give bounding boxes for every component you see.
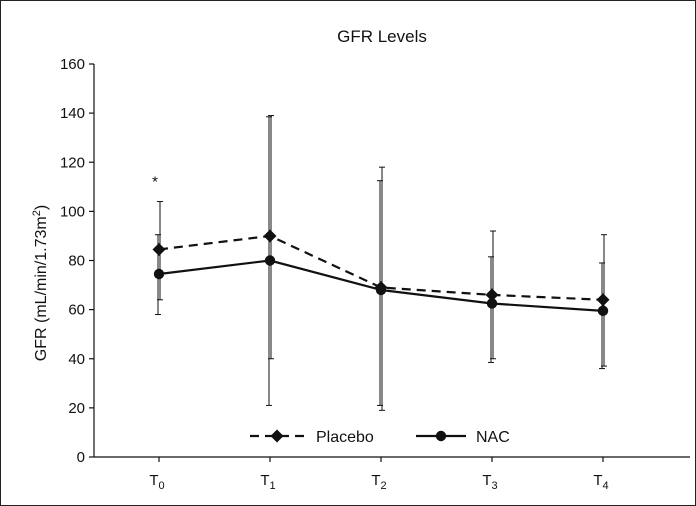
x-tick-label-base: T <box>149 472 158 489</box>
y-tick-label: 120 <box>60 154 85 171</box>
x-tick-label-base: T <box>593 472 602 489</box>
chart-title: GFR Levels <box>337 27 427 46</box>
series-line-placebo <box>158 234 604 301</box>
x-tick-label: T1 <box>260 472 275 492</box>
y-tick-label: 0 <box>77 449 85 466</box>
x-ticks: T0 T1 T2 T3 T4 <box>149 457 609 492</box>
legend-marker-nac <box>435 430 447 442</box>
legend-label-placebo: Placebo <box>316 429 374 446</box>
y-tick-label: 140 <box>60 105 85 122</box>
x-tick-label: T4 <box>593 472 608 492</box>
y-axis-label-superscript: 2 <box>31 210 43 216</box>
y-tick-label: 60 <box>68 302 85 319</box>
markers <box>152 229 610 317</box>
x-tick-label-subscript: 4 <box>603 480 609 492</box>
x-tick-label-subscript: 2 <box>381 480 387 492</box>
x-tick-label: T3 <box>482 472 497 492</box>
y-axis-label: GFR (mL/min/1.73m2) <box>31 205 50 361</box>
marker-placebo <box>263 229 277 243</box>
legend: Placebo NAC <box>250 429 510 446</box>
marker-nac <box>375 284 387 296</box>
x-tick-label-subscript: 0 <box>159 480 165 492</box>
x-tick-label-base: T <box>482 472 491 489</box>
x-tick-label-subscript: 1 <box>270 480 276 492</box>
y-ticks: 0 20 40 60 80 100 120 140 160 <box>60 56 94 466</box>
series-lines <box>158 234 604 312</box>
annotations: * <box>152 174 158 191</box>
marker-nac <box>153 268 165 280</box>
legend-marker-placebo <box>270 429 284 443</box>
x-tick-label: T0 <box>149 472 164 492</box>
x-tick-label: T2 <box>371 472 386 492</box>
marker-placebo <box>485 288 499 302</box>
marker-nac <box>486 298 498 309</box>
y-tick-label: 20 <box>68 400 85 417</box>
marker-placebo <box>596 293 610 307</box>
y-tick-label: 40 <box>68 351 85 368</box>
error-bars <box>155 115 607 411</box>
axes <box>93 64 690 458</box>
significance-asterisk: * <box>152 174 158 191</box>
x-tick-label-base: T <box>371 472 380 489</box>
y-axis-label-end: ) <box>33 205 50 210</box>
marker-nac <box>264 255 276 266</box>
x-tick-label-base: T <box>260 472 269 489</box>
y-tick-label: 80 <box>68 253 85 270</box>
marker-placebo <box>152 242 166 256</box>
y-tick-label: 100 <box>60 203 85 220</box>
legend-label-nac: NAC <box>476 429 510 446</box>
y-axis-label-main: GFR (mL/min/1.73m <box>33 216 50 361</box>
y-tick-label: 160 <box>60 56 85 73</box>
x-tick-label-subscript: 3 <box>492 480 498 492</box>
marker-nac <box>597 305 609 317</box>
